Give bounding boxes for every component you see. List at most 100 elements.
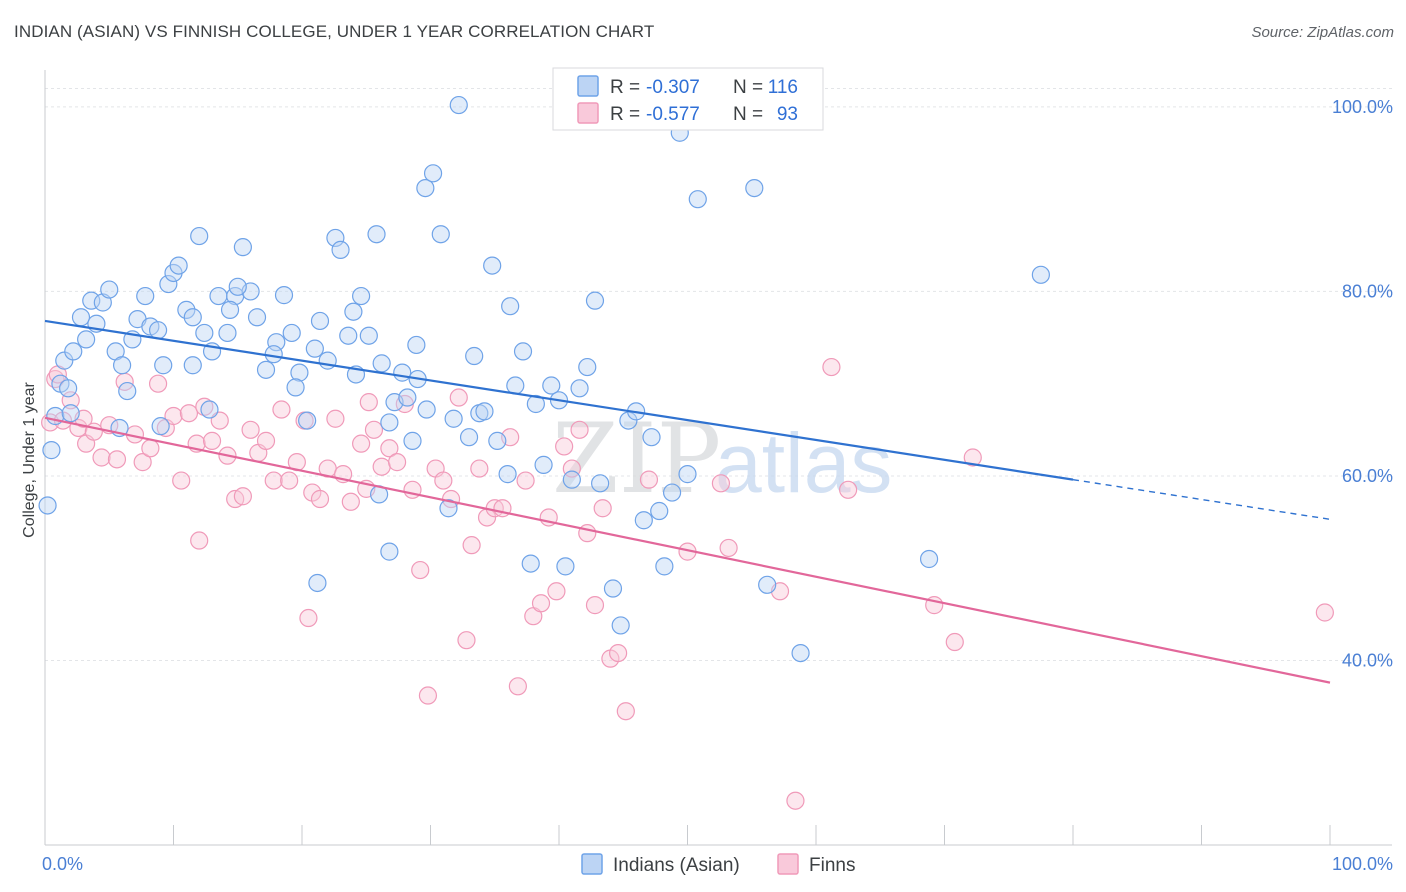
finns-point-26 [241,420,260,439]
finns-point-43 [372,457,391,476]
axes [44,70,1392,846]
indians-point-80 [578,357,597,377]
finns-point-29 [264,471,283,490]
finns-point-49 [418,686,438,705]
finns-point-56 [470,459,489,478]
grid-lines [45,87,1392,661]
indians-point-64 [459,428,479,447]
indians-point-55 [398,388,417,407]
trend-line-indians-extension [1072,478,1331,521]
indians-point-110 [286,378,305,397]
indians-point-62 [444,409,463,428]
indians-point-38 [282,323,301,343]
indians-point-108 [465,346,484,366]
finns-point-41 [359,393,378,412]
indians-point-26 [190,226,209,246]
indians-point-113 [501,297,520,316]
indians-point-94 [688,190,707,209]
indians-point-6 [64,342,83,361]
indians-point-0 [38,496,57,515]
indians-point-9 [82,291,101,310]
indians-point-5 [59,379,78,398]
bottom-legend-swatch-indians [581,853,603,875]
finns-point-53 [449,388,468,407]
indians-point-23 [169,256,188,275]
indians-point-104 [264,345,283,364]
indians-point-19 [148,321,168,340]
watermark: ZIP atlas [552,403,892,515]
indians-point-58 [416,178,435,198]
finns-point-7 [92,448,111,467]
indians-point-71 [513,342,533,361]
finns-point-55 [462,536,481,555]
legend-r-label-finns: R = [610,104,640,125]
indians-point-77 [556,557,575,576]
indians-point-47 [344,302,363,321]
indians-point-25 [183,308,202,327]
indians-point-93 [678,465,697,484]
legend-n-label-finns: N = [733,104,763,125]
legend-r-value-indians: -0.307 [646,77,700,98]
indians-point-84 [611,616,630,635]
finns-point-67 [555,437,574,456]
finns-point-87 [1315,603,1334,622]
finns-point-17 [172,471,191,490]
finns-point-79 [719,538,738,558]
indians-point-20 [154,356,173,375]
finns-point-75 [616,702,635,721]
indians-point-51 [372,354,391,373]
finns-point-28 [256,431,276,450]
indians-point-96 [758,575,777,594]
finns-point-70 [578,524,597,543]
indians-point-50 [367,225,386,244]
finns-point-14 [148,374,168,393]
finns-point-13 [141,439,160,458]
indians-point-90 [655,557,674,576]
finns-point-76 [639,470,659,489]
indians-point-7 [71,308,91,327]
indians-point-45 [331,240,350,260]
finns-point-64 [531,594,551,613]
indians-point-49 [359,326,378,345]
indians-point-81 [585,291,605,310]
indians-point-89 [650,501,669,521]
y-tick-label-3: 100.0% [1332,97,1393,117]
indians-point-105 [118,381,137,401]
legend-n-label-indians: N = [733,77,763,98]
trend-line-indians [44,319,1074,481]
legend-swatch-finns [577,102,599,124]
indians-point-112 [151,417,170,436]
finns-point-22 [210,411,229,430]
indians-point-40 [298,411,317,430]
finns-point-44 [380,439,399,458]
indians-point-60 [431,225,450,244]
indians-point-95 [745,178,764,198]
indians-point-79 [570,379,589,398]
x-tick-labels: 0.0% 100.0% [42,854,1393,874]
finns-point-30 [272,400,291,419]
finns-point-74 [609,643,628,663]
indians-point-72 [521,554,540,573]
indians-point-24 [177,300,196,319]
bottom-legend: Indians (Asian) Finns [581,853,855,876]
series-indians-points [38,95,1050,663]
finns-point-83 [839,480,858,499]
y-axis-label: College, Under 1 year [21,382,38,538]
finns-point-78 [711,474,731,493]
y-tick-label-0: 40.0% [1342,650,1393,670]
indians-point-74 [534,455,553,474]
finns-point-45 [387,453,407,472]
indians-point-14 [112,356,132,375]
indians-point-66 [475,402,494,421]
indians-point-111 [200,400,219,419]
indians-point-48 [352,286,371,306]
finns-point-62 [516,471,535,490]
indians-point-75 [542,376,561,395]
finns-point-90 [299,608,318,628]
x-tick-label-0: 0.0% [42,854,83,874]
indians-point-97 [791,643,810,663]
finns-point-20 [195,397,214,416]
finns-point-61 [508,677,527,696]
finns-point-16 [164,406,183,426]
